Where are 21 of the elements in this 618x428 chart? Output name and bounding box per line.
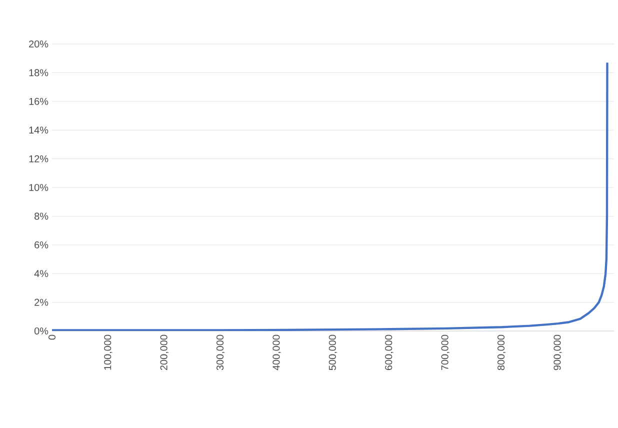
y-tick-label: 6% [34, 241, 48, 248]
y-tick-label: 18% [29, 69, 48, 76]
y-tick-label: 4% [34, 270, 48, 278]
x-tick-label: 700,000 [441, 334, 450, 370]
x-tick-label: 300,000 [216, 334, 225, 370]
x-tick-label: 800,000 [497, 334, 506, 370]
y-tick-label: 12% [29, 155, 48, 162]
x-tick-label: 900,000 [554, 334, 562, 370]
x-tick-label: 400,000 [272, 334, 281, 370]
x-tick-label: 0 [48, 334, 56, 340]
x-tick-label: 100,000 [104, 334, 112, 370]
x-tick-label: 600,000 [385, 334, 394, 370]
y-tick-label: 2% [34, 298, 48, 306]
y-tick-label: 10% [29, 184, 48, 192]
y-tick-label: 8% [34, 212, 48, 220]
x-tick-label: 500,000 [328, 334, 338, 370]
y-tick-label: 14% [29, 126, 48, 134]
y-tick-label: 0% [34, 327, 48, 335]
y-tick-label: 16% [29, 98, 48, 105]
y-tick-label: 20% [29, 40, 48, 48]
x-tick-label: 200,000 [160, 334, 169, 370]
